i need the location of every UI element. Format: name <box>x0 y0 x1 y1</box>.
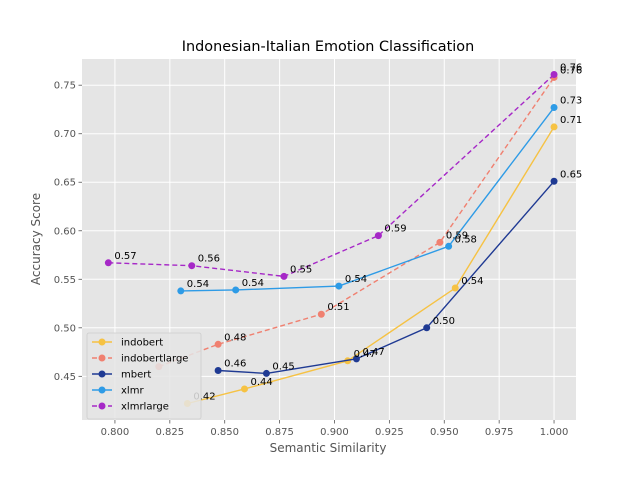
series-xlmr <box>177 104 558 295</box>
legend-label: indobertlarge <box>121 354 188 365</box>
data-point-indobertlarge <box>436 238 444 246</box>
data-point-indobert <box>240 385 248 393</box>
data-label-mbert: 0.47 <box>362 347 384 358</box>
legend-label: indobert <box>121 338 163 349</box>
y-tick-label: 0.45 <box>54 372 76 383</box>
data-point-xlmr <box>445 242 453 250</box>
x-tick-label: 0.825 <box>156 427 185 438</box>
data-label-mbert: 0.65 <box>560 169 582 180</box>
y-tick-label: 0.75 <box>54 81 76 92</box>
data-label-xlmr: 0.54 <box>187 279 209 290</box>
data-point-xlmrlarge <box>280 272 288 280</box>
data-label-indobert: 0.71 <box>560 115 582 126</box>
data-point-mbert <box>262 369 270 377</box>
x-tick-label: 1.000 <box>540 427 569 438</box>
data-point-indobert <box>550 123 558 131</box>
legend-marker <box>98 370 106 378</box>
data-point-mbert <box>550 177 558 185</box>
legend-marker <box>98 402 106 410</box>
x-tick-label: 0.975 <box>485 427 514 438</box>
legend-item-mbert: mbert <box>92 370 151 381</box>
y-tick-label: 0.50 <box>54 323 76 334</box>
x-tick-label: 0.900 <box>320 427 349 438</box>
data-point-xlmrlarge <box>188 262 196 270</box>
data-label-xlmr: 0.54 <box>242 278 264 289</box>
y-tick-label: 0.60 <box>54 226 76 237</box>
y-axis-ticks: 0.45 0.50 0.55 0.60 0.65 0.70 0.75 <box>54 81 82 383</box>
data-labels: 0.42 0.44 0.47 0.54 0.71 0.48 0.51 0.59 0.76 0.46… <box>114 63 582 403</box>
series-xlmrlarge <box>104 71 558 280</box>
data-point-indobert <box>451 284 459 292</box>
data-point-xlmr <box>335 282 343 290</box>
data-label-xlmr: 0.58 <box>455 234 477 245</box>
data-point-indobertlarge <box>317 310 325 318</box>
y-tick-label: 0.65 <box>54 178 76 189</box>
data-label-indobertlarge: 0.76 <box>560 65 582 76</box>
legend-item-indobertlarge: indobertlarge <box>92 354 188 365</box>
data-point-xlmr <box>550 104 558 112</box>
series-layer <box>104 71 558 408</box>
x-tick-label: 0.950 <box>430 427 459 438</box>
x-axis-label: Semantic Similarity <box>270 441 387 455</box>
legend-item-xlmrlarge: xlmrlarge <box>92 402 169 413</box>
data-point-xlmrlarge <box>550 71 558 79</box>
data-label-indobertlarge: 0.51 <box>327 302 349 313</box>
data-label-mbert: 0.46 <box>224 359 246 370</box>
legend-box <box>86 332 202 420</box>
legend-label: mbert <box>121 370 151 381</box>
data-label-indobert: 0.54 <box>461 276 483 287</box>
legend-label: xlmrlarge <box>121 402 169 413</box>
y-tick-label: 0.70 <box>54 129 76 140</box>
data-label-xlmrlarge: 0.56 <box>198 254 220 265</box>
data-label-mbert: 0.50 <box>433 316 455 327</box>
legend: indobert indobertlarge mbert xlmr xlmrlarge <box>86 332 202 420</box>
y-tick-label: 0.55 <box>54 275 76 286</box>
data-point-mbert <box>214 367 222 375</box>
data-label-mbert: 0.45 <box>272 361 294 372</box>
data-point-xlmrlarge <box>374 232 382 240</box>
grid-lines <box>82 59 576 420</box>
data-point-indobertlarge <box>214 340 222 348</box>
data-point-xlmr <box>232 286 240 294</box>
data-point-mbert <box>352 355 360 363</box>
data-label-xlmrlarge: 0.55 <box>290 264 312 275</box>
legend-marker <box>98 386 106 394</box>
series-mbert <box>214 177 558 377</box>
x-tick-label: 0.925 <box>375 427 404 438</box>
data-label-indobert: 0.44 <box>250 377 272 388</box>
chart-title: Indonesian-Italian Emotion Classificatio… <box>182 39 474 55</box>
data-label-indobert: 0.42 <box>193 392 215 403</box>
x-tick-label: 0.875 <box>265 427 294 438</box>
data-label-xlmrlarge: 0.76 <box>560 63 582 74</box>
data-label-indobertlarge: 0.59 <box>446 230 468 241</box>
legend-marker <box>98 338 106 346</box>
data-label-indobertlarge: 0.48 <box>224 332 246 343</box>
x-tick-label: 0.800 <box>101 427 130 438</box>
legend-item-xlmr: xlmr <box>92 386 144 397</box>
legend-marker <box>98 354 106 362</box>
legend-item-indobert: indobert <box>92 338 163 349</box>
y-axis-label: Accuracy Score <box>29 193 43 285</box>
data-point-xlmrlarge <box>104 259 112 267</box>
data-label-xlmrlarge: 0.59 <box>384 224 406 235</box>
data-label-xlmrlarge: 0.57 <box>114 251 136 262</box>
legend-label: xlmr <box>121 386 144 397</box>
data-label-xlmr: 0.54 <box>345 274 367 285</box>
data-label-xlmr: 0.73 <box>560 96 582 107</box>
x-axis-ticks: 0.800 0.825 0.850 0.875 0.900 0.925 0.950 0.975… <box>101 420 569 438</box>
data-label-indobert: 0.47 <box>354 349 376 360</box>
data-point-mbert <box>423 324 431 332</box>
x-tick-label: 0.850 <box>210 427 239 438</box>
data-point-xlmr <box>177 287 185 295</box>
